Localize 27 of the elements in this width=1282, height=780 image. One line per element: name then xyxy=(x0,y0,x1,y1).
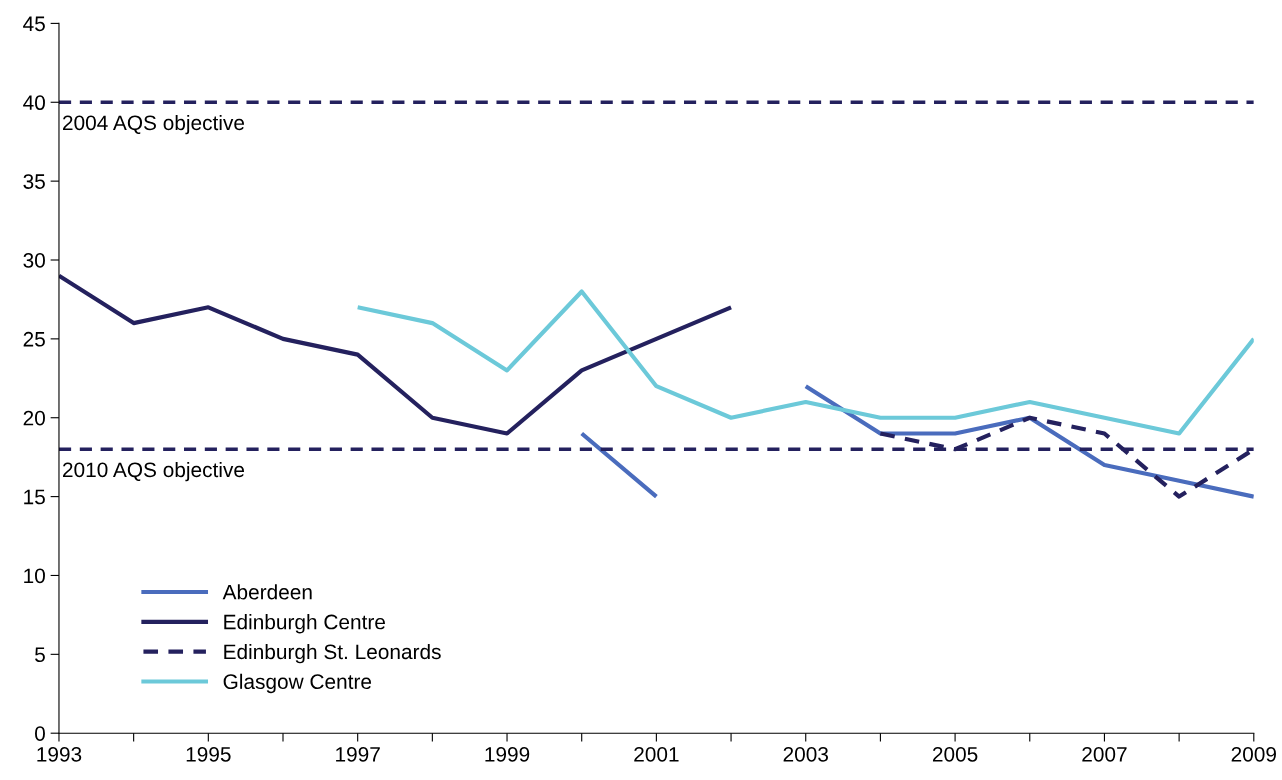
y-tick-label: 20 xyxy=(23,410,45,426)
y-tick-label: 40 xyxy=(23,95,45,111)
y-tick-label: 25 xyxy=(23,331,45,347)
x-tick-label: 1995 xyxy=(186,746,231,762)
legend-label: Aberdeen xyxy=(222,584,312,600)
line-series xyxy=(355,289,1254,436)
line-series xyxy=(58,273,734,436)
x-tick-label: 2007 xyxy=(1082,746,1127,762)
ref-line-label: 2010 AQS objective xyxy=(63,461,245,482)
legend-label: Glasgow Centre xyxy=(223,673,372,694)
legend-label: Edinburgh Centre xyxy=(224,614,385,634)
y-tick-label: 0 xyxy=(35,726,45,741)
y-tick-label: 45 xyxy=(23,16,45,32)
x-tick-label: 2003 xyxy=(783,746,828,762)
y-tick-label: 35 xyxy=(23,174,45,189)
x-tick-label: 1999 xyxy=(485,746,530,762)
x-tick-label: 2005 xyxy=(932,746,978,762)
y-tick-label: 30 xyxy=(23,253,45,268)
x-tick-label: 1997 xyxy=(336,746,380,762)
legend-label: Edinburgh St. Leonards xyxy=(224,643,441,664)
y-tick-label: 10 xyxy=(24,568,45,584)
x-tick-label: 1993 xyxy=(37,746,82,762)
y-tick-label: 5 xyxy=(35,647,45,663)
x-tick-label: 2001 xyxy=(634,746,679,762)
y-tick-label: 15 xyxy=(24,489,45,505)
x-tick-label: 2009 xyxy=(1231,746,1276,762)
ref-line-label: 2004 AQS objective xyxy=(63,114,245,135)
